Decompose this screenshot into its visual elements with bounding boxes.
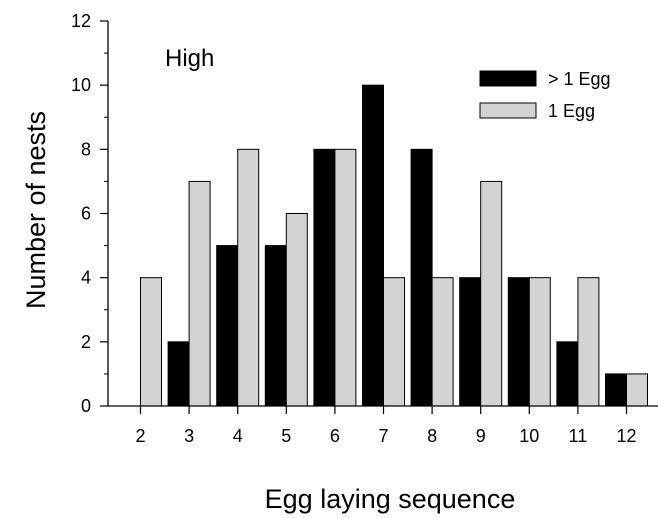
- bar-more-than-one-egg-6: [313, 148, 336, 407]
- y-tick-label: 2: [81, 332, 91, 352]
- x-tick-label: 9: [476, 426, 486, 446]
- x-tick-label: 7: [378, 426, 388, 446]
- legend-swatch: [479, 70, 537, 87]
- bars-layer: [140, 84, 648, 407]
- axes-layer: 0 2 4 6 8 10 12 2 3 4 5 6 7 8 9 10 11 12: [71, 11, 658, 446]
- x-axis-title: Egg laying sequence: [265, 484, 516, 514]
- y-tick-label: 6: [81, 204, 91, 224]
- bar-more-than-one-egg-10: [507, 277, 530, 407]
- legend-swatch: [479, 102, 537, 119]
- x-tick-label: 6: [330, 426, 340, 446]
- x-tick-label: 4: [233, 426, 243, 446]
- bar-one-egg-8: [431, 277, 454, 407]
- x-tick-label: 8: [427, 426, 437, 446]
- bar-more-than-one-egg-11: [556, 341, 579, 407]
- bar-one-egg-12: [626, 373, 648, 407]
- bar-more-than-one-egg-7: [362, 84, 384, 407]
- x-tick-label: 10: [519, 426, 539, 446]
- bar-one-egg-5: [285, 213, 308, 407]
- x-tick-label: 3: [184, 426, 194, 446]
- y-axis-title: Number of nests: [21, 111, 51, 309]
- bar-one-egg-4: [237, 148, 260, 407]
- y-tick-label: 0: [81, 396, 91, 416]
- bar-one-egg-10: [528, 277, 551, 407]
- bar-one-egg-6: [334, 148, 357, 407]
- bar-one-egg-9: [480, 180, 503, 407]
- x-tick-label: 2: [135, 426, 145, 446]
- bar-one-egg-3: [188, 180, 211, 407]
- bar-more-than-one-egg-3: [167, 341, 190, 407]
- bar-more-than-one-egg-9: [459, 277, 482, 407]
- y-tick-label: 8: [81, 139, 91, 159]
- panel-annotation: High: [165, 45, 214, 72]
- legend: > 1 Egg 1 Egg: [479, 69, 611, 121]
- legend-label: > 1 Egg: [548, 69, 611, 89]
- x-tick-label: 11: [569, 426, 588, 446]
- bar-more-than-one-egg-4: [216, 245, 239, 407]
- y-tick-label: 4: [81, 268, 91, 288]
- bar-one-egg-11: [577, 277, 600, 407]
- bar-more-than-one-egg-12: [605, 373, 627, 407]
- x-tick-label: 12: [616, 426, 636, 446]
- bar-more-than-one-egg-8: [410, 148, 433, 407]
- bar-one-egg-2: [140, 277, 162, 407]
- y-tick-label: 10: [71, 75, 91, 95]
- bar-more-than-one-egg-5: [264, 245, 287, 407]
- x-tick-label: 5: [281, 426, 291, 446]
- y-tick-label: 12: [71, 11, 91, 31]
- legend-label: 1 Egg: [548, 101, 595, 121]
- bar-one-egg-7: [383, 277, 405, 407]
